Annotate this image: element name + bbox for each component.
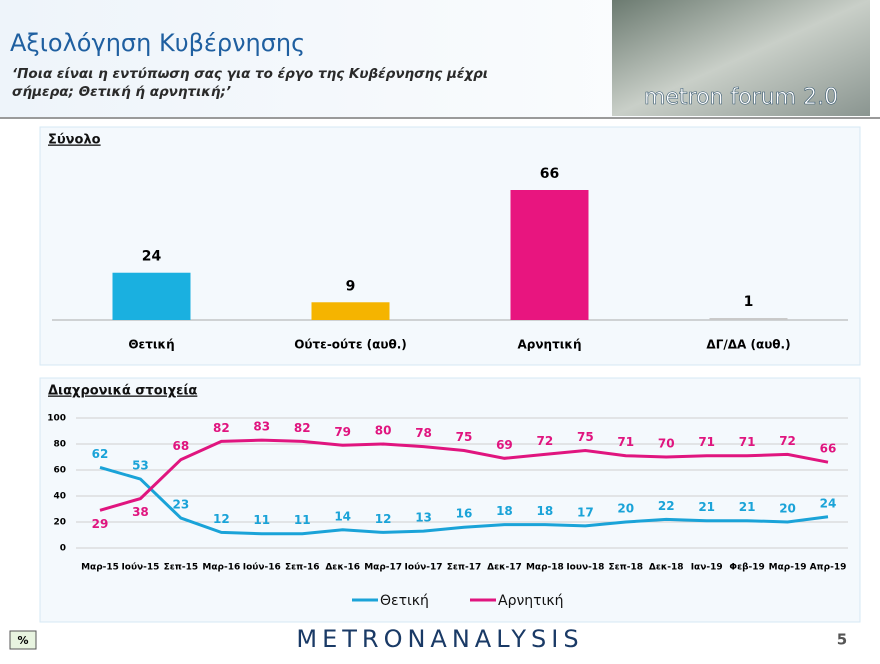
x-tick-label: Ιουν-18 xyxy=(566,563,604,573)
x-tick-label: Σεπ-18 xyxy=(609,563,644,573)
data-label: 71 xyxy=(739,435,756,449)
data-label: 18 xyxy=(496,504,513,518)
data-label: 75 xyxy=(456,430,473,444)
data-label: 22 xyxy=(658,499,675,513)
data-label: 71 xyxy=(617,435,634,449)
x-tick-label: Μαρ-18 xyxy=(526,563,564,573)
series-line xyxy=(99,465,829,536)
data-label: 11 xyxy=(294,513,311,527)
category-label: Ούτε-ούτε (αυθ.) xyxy=(294,338,407,352)
data-label: 23 xyxy=(173,498,190,512)
x-tick-label: Σεπ-16 xyxy=(285,563,320,573)
data-label: 20 xyxy=(779,502,796,516)
data-label: 68 xyxy=(173,439,190,453)
data-label: 71 xyxy=(698,435,715,449)
x-tick-label: Μαρ-19 xyxy=(769,563,807,573)
y-tick-label: 60 xyxy=(53,466,66,476)
x-tick-label: Ιούν-15 xyxy=(121,563,159,573)
x-tick-label: Σεπ-15 xyxy=(164,563,199,573)
x-tick-label: Δεκ-18 xyxy=(649,563,684,573)
panel xyxy=(39,377,861,623)
subtitle: ‘Ποια είναι η εντύπωση σας για το έργο τ… xyxy=(12,66,488,82)
data-label: 79 xyxy=(334,425,351,439)
badge-text: % xyxy=(17,634,28,647)
data-label: 11 xyxy=(253,513,270,527)
bar xyxy=(311,302,390,320)
data-label: 12 xyxy=(375,512,392,526)
value-label: 1 xyxy=(744,294,754,310)
y-tick-label: 40 xyxy=(53,492,66,502)
data-label: 16 xyxy=(456,507,473,521)
x-tick-label: Δεκ-17 xyxy=(487,563,522,573)
data-label: 66 xyxy=(820,442,837,456)
x-tick-label: Μαρ-16 xyxy=(202,563,240,573)
data-label: 38 xyxy=(132,505,149,519)
x-tick-label: Σεπ-17 xyxy=(447,563,482,573)
x-tick-label: Απρ-19 xyxy=(810,563,847,573)
data-label: 82 xyxy=(294,421,311,435)
x-tick-label: Μαρ-17 xyxy=(364,563,402,573)
data-label: 21 xyxy=(739,500,756,514)
category-label: Αρνητική xyxy=(518,338,582,352)
badge xyxy=(9,630,37,650)
series-line xyxy=(99,438,829,512)
bar xyxy=(709,318,788,320)
data-label: 82 xyxy=(213,421,230,435)
logo-image xyxy=(612,0,870,116)
data-label: 12 xyxy=(213,512,230,526)
category-label: ΔΓ/ΔΑ (αυθ.) xyxy=(706,338,790,352)
data-label: 72 xyxy=(537,434,554,448)
panel-title: Σύνολο xyxy=(48,133,101,148)
data-label: 53 xyxy=(132,459,149,473)
brand: METRONANALYSIS xyxy=(296,625,583,653)
x-tick-label: Ιούν-17 xyxy=(405,563,443,573)
data-label: 62 xyxy=(92,447,109,461)
panel-title: Διαχρονικά στοιχεία xyxy=(48,384,197,399)
x-tick-label: Ιούν-16 xyxy=(243,563,281,573)
bar xyxy=(112,272,191,320)
value-label: 24 xyxy=(142,249,162,265)
data-label: 83 xyxy=(253,420,270,434)
legend-label: Θετική xyxy=(380,593,429,609)
data-label: 75 xyxy=(577,430,594,444)
y-tick-label: 80 xyxy=(53,440,66,450)
y-tick-label: 100 xyxy=(47,414,66,424)
panel xyxy=(39,126,861,366)
x-tick-label: Δεκ-16 xyxy=(325,563,360,573)
legend-label: Αρνητική xyxy=(498,593,563,609)
data-label: 20 xyxy=(617,502,634,516)
data-label: 78 xyxy=(415,426,432,440)
y-tick-label: 20 xyxy=(53,518,66,528)
y-tick-label: 0 xyxy=(60,544,66,554)
data-label: 29 xyxy=(92,517,109,531)
logo-text: metron forum 2.0 xyxy=(644,85,838,110)
x-tick-label: Φεβ-19 xyxy=(729,563,764,573)
data-label: 14 xyxy=(334,509,351,523)
bar-chart: Σύνολο 24 Θετική 9 Ούτε-ούτε (αυθ.) 66 Αρνητικ… xyxy=(48,133,848,352)
data-label: 80 xyxy=(375,424,392,438)
x-tick-label: Μαρ-15 xyxy=(81,563,119,573)
bar xyxy=(510,190,589,320)
page-number: 5 xyxy=(837,631,847,649)
data-label: 21 xyxy=(698,500,715,514)
data-label: 24 xyxy=(820,496,837,510)
subtitle: σήμερα; Θετική ή αρνητική;’ xyxy=(12,84,231,100)
data-label: 70 xyxy=(658,437,675,451)
data-label: 17 xyxy=(577,505,594,519)
title: Αξιολόγηση Κυβέρνησης xyxy=(10,29,305,57)
value-label: 9 xyxy=(346,278,356,294)
data-label: 13 xyxy=(415,511,432,525)
data-label: 69 xyxy=(496,438,513,452)
x-tick-label: Ιαν-19 xyxy=(691,563,723,573)
category-label: Θετική xyxy=(128,338,174,352)
data-label: 72 xyxy=(779,434,796,448)
data-label: 18 xyxy=(537,504,554,518)
value-label: 66 xyxy=(540,166,559,182)
